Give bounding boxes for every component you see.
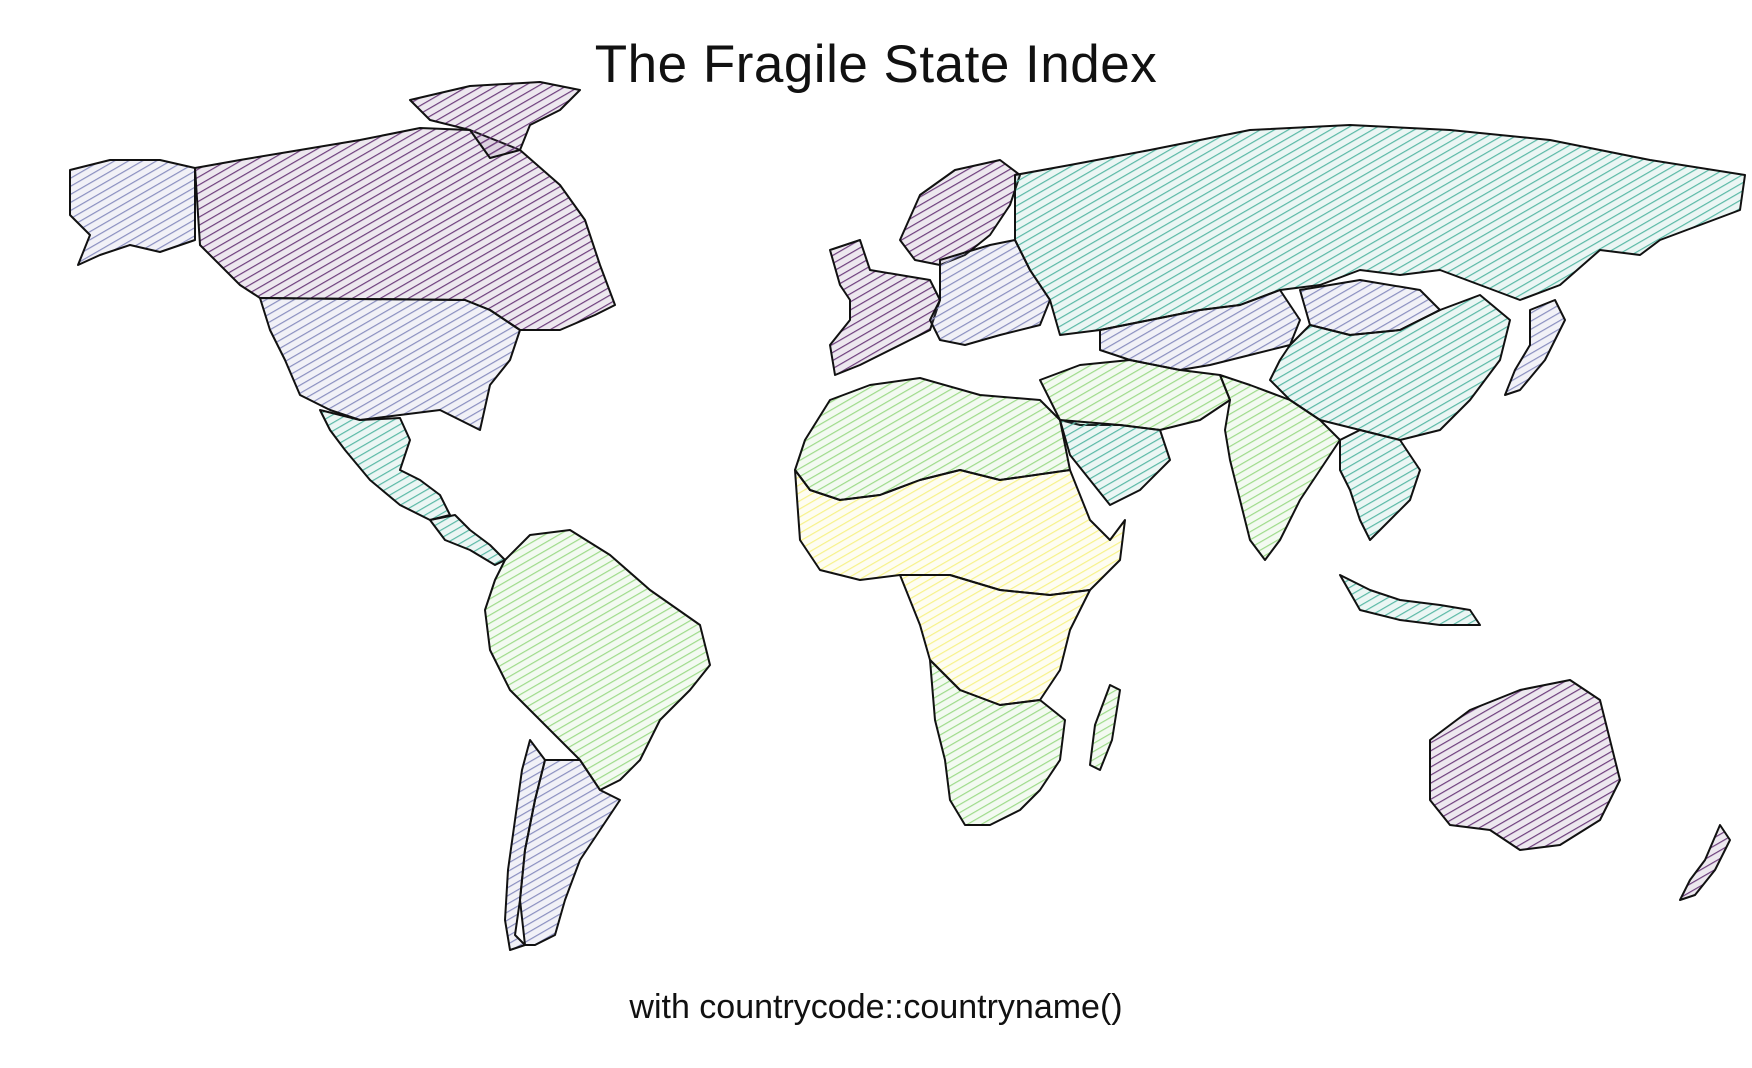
region-australia [1429, 679, 1621, 851]
region-madagascar [1089, 684, 1121, 771]
region-central-america [429, 514, 506, 566]
region-western-europe [829, 239, 941, 376]
region-southern-africa [929, 659, 1066, 826]
region-southeast-asia [1339, 429, 1421, 541]
region-india [1219, 374, 1341, 561]
region-argentina [519, 759, 621, 946]
region-middle-east [1039, 359, 1231, 431]
region-japan [1504, 299, 1566, 396]
region-united-states [259, 297, 521, 431]
region-china [1269, 294, 1511, 441]
map-caption: with countrycode::countryname() [629, 988, 1123, 1026]
region-eastern-europe [929, 239, 1051, 346]
region-central-africa [899, 574, 1091, 706]
region-greenland [409, 81, 581, 159]
region-indonesia [1339, 574, 1481, 626]
region-arabia [1059, 419, 1171, 506]
region-mexico [319, 409, 451, 521]
region-scandinavia [899, 159, 1021, 266]
region-alaska [69, 159, 196, 266]
region-sahel [794, 469, 1126, 596]
region-south-america-north [484, 529, 711, 791]
map-title: The Fragile State Index [594, 35, 1158, 94]
region-new-zealand [1679, 824, 1731, 901]
